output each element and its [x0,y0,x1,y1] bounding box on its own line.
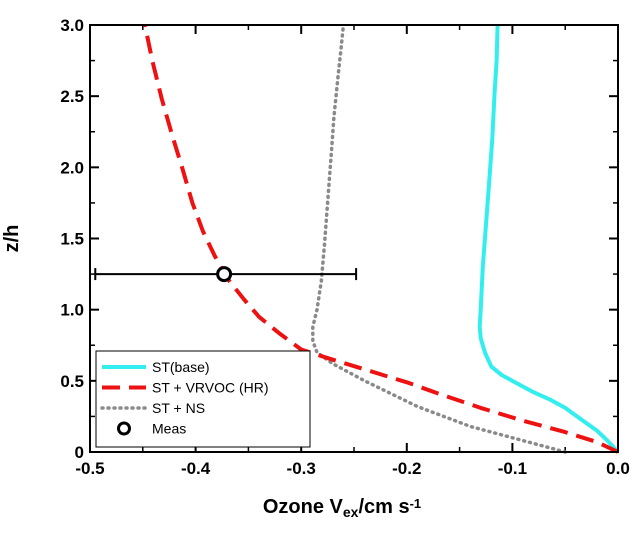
x-tick-label: -0.5 [75,459,104,478]
y-tick-label: 1.0 [60,301,84,320]
measurement-point [216,266,233,283]
x-axis-title-sub: ex [343,504,359,520]
legend-label-3: Meas [152,421,186,437]
x-tick-label: 0.0 [606,459,630,478]
y-tick-label: 2.0 [60,158,84,177]
y-tick-label: 2.5 [60,87,84,106]
series-line-1 [142,24,619,454]
legend-label-1: ST + VRVOC (HR) [152,380,269,396]
plot-frame [89,24,619,453]
legend: ST(base) ST + VRVOC (HR) ST + NS Meas [95,350,311,448]
y-axis-title: z/h [1,225,23,253]
measurement-layer [94,266,358,283]
y-tick-labels: 0 0.5 1.0 1.5 2.0 2.5 3.0 [60,16,84,462]
series-line-2 [311,23,567,454]
legend-swatch-marker [117,421,131,436]
x-tick-label: -0.1 [498,459,527,478]
x-tick-label: -0.4 [181,459,211,478]
x-axis-title: Ozone Vex/cm s-1 [263,496,421,520]
y-tick-label: 0 [75,443,84,462]
y-tick-label: 1.5 [60,230,84,249]
series-layer [142,23,620,454]
series-line-0 [477,24,620,454]
x-tick-labels: -0.5 -0.4 -0.3 -0.2 -0.1 0.0 [75,459,629,478]
x-tick-label: -0.3 [287,459,316,478]
x-axis-title-unit: /cm s [358,496,409,518]
x-tick-label: -0.2 [392,459,421,478]
x-axis-title-main: Ozone V [263,496,344,518]
y-tick-label: 3.0 [60,16,84,35]
legend-label-2: ST + NS [152,400,205,416]
legend-label-0: ST(base) [152,359,210,375]
y-tick-label: 0.5 [60,372,84,391]
x-axis-title-sup: -1 [410,496,422,511]
